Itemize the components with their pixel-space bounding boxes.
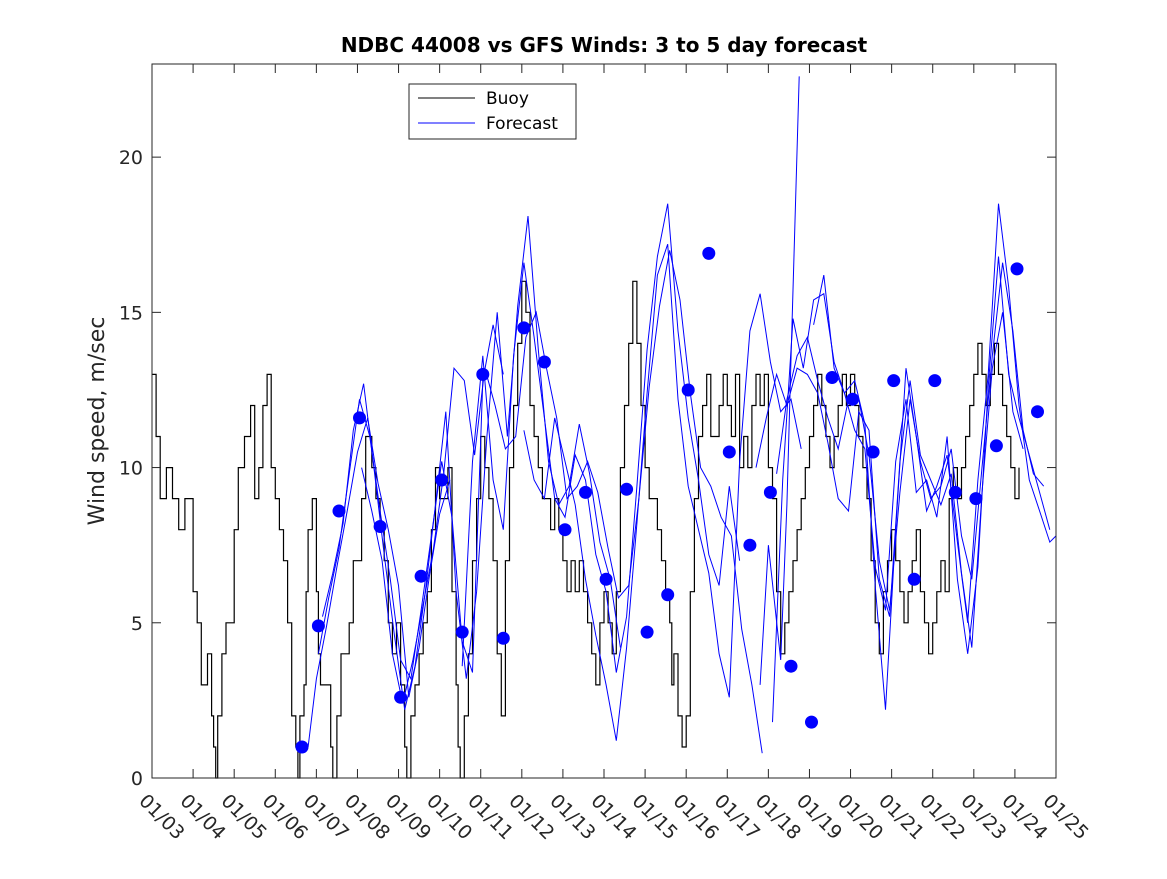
forecast-marker-point — [455, 625, 469, 639]
forecast-marker-point — [948, 485, 962, 499]
forecast-marker-point — [373, 520, 387, 533]
y-tick-label: 15 — [119, 302, 143, 324]
forecast-marker-point — [969, 492, 983, 506]
forecast-marker-point — [661, 588, 675, 602]
forecast-marker-point — [311, 619, 325, 633]
legend: Buoy Forecast — [408, 83, 577, 140]
forecast-run-line-5 — [523, 243, 802, 741]
forecast-marker-point — [989, 439, 1003, 453]
forecast-marker-point — [599, 572, 613, 586]
legend-forecast-label: Forecast — [486, 114, 558, 134]
buoy-series-line — [152, 280, 1020, 779]
forecast-marker-point — [1010, 262, 1024, 276]
y-tick-label: 10 — [119, 458, 143, 480]
y-axis-label: Wind speed, m/sec — [85, 317, 110, 526]
forecast-marker-point — [295, 740, 309, 754]
forecast-marker-point — [722, 445, 736, 459]
forecast-marker-point — [414, 569, 428, 583]
forecast-marker-point — [394, 690, 408, 704]
forecast-marker-point — [579, 485, 592, 499]
y-tick-label: 20 — [119, 147, 143, 169]
forecast-marker-point — [887, 374, 901, 388]
forecast-run-line-2 — [317, 324, 504, 681]
legend-box — [408, 83, 577, 140]
forecast-marker-point — [620, 482, 634, 496]
y-tick-label: 5 — [131, 613, 143, 635]
forecast-marker-point — [907, 572, 921, 586]
forecast-run-line-10 — [755, 312, 1024, 648]
forecast-run-line-11 — [361, 250, 763, 754]
forecast-marker-point — [332, 504, 346, 518]
forecast-marker-point — [681, 383, 695, 397]
forecast-marker-point — [1031, 405, 1044, 419]
chart-title: NDBC 44008 vs GFS Winds: 3 to 5 day fore… — [341, 33, 868, 57]
forecast-marker-point — [702, 246, 716, 260]
forecast-marker-point — [517, 321, 531, 335]
forecast-run-line-8 — [813, 256, 1051, 654]
forecast-marker-point — [496, 631, 510, 645]
plot-area — [152, 76, 1057, 779]
forecast-marker-point — [928, 374, 942, 388]
forecast-marker-point — [435, 473, 449, 487]
forecast-marker-point — [825, 371, 839, 384]
forecast-marker-point — [846, 392, 860, 406]
forecast-marker-point — [353, 411, 366, 425]
forecast-marker-point — [640, 625, 654, 639]
forecast-run-line-4 — [461, 203, 741, 673]
legend-buoy-label: Buoy — [486, 89, 529, 109]
forecast-run-line-9 — [776, 262, 1045, 611]
forecast-marker-point — [537, 355, 551, 369]
forecast-marker-point — [763, 485, 777, 499]
forecast-run-line-6 — [759, 76, 800, 685]
forecast-marker-point — [743, 538, 757, 552]
forecast-run-line-3 — [322, 216, 621, 710]
forecast-marker-point — [784, 659, 798, 673]
forecast-marker-point — [866, 445, 880, 459]
forecast-marker-point — [476, 367, 490, 381]
forecast-marker-point — [558, 523, 572, 537]
y-tick-label: 0 — [131, 768, 143, 790]
forecast-run-line-1 — [307, 417, 451, 748]
forecast-marker-point — [805, 715, 818, 729]
